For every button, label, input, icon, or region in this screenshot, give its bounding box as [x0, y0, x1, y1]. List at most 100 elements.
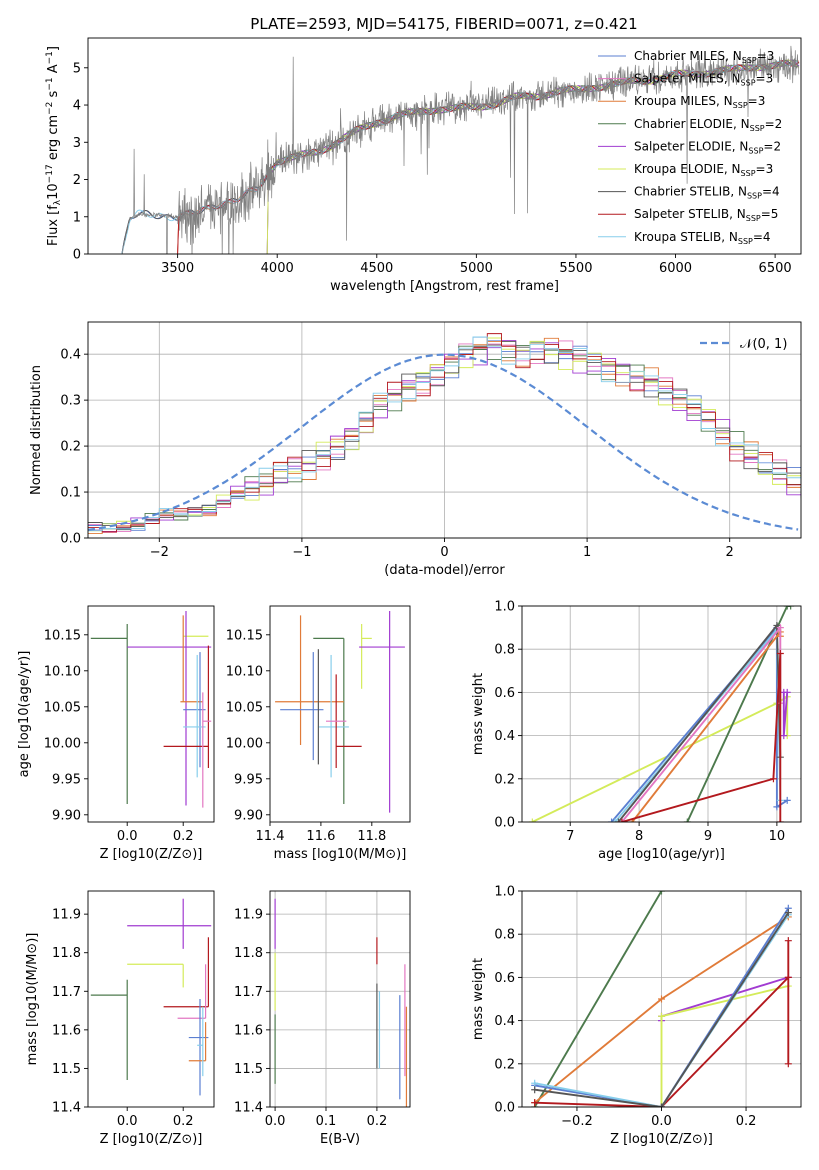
y-tick-label: 0.1 — [60, 486, 81, 501]
age-vs-metallicity-panel: 0.0 0.2 9.90 9.95 10.00 10.05 10.10 10.15 Z [log… — [17, 605, 215, 862]
y-tick-label: 11.5 — [52, 1062, 81, 1077]
y-tick-label: 9.90 — [234, 808, 263, 823]
mass-weight-line — [534, 912, 790, 1107]
legend-label: Salpeter ELODIE, NSSP=2 — [634, 139, 781, 155]
y-tick-label: 0.4 — [494, 1014, 515, 1029]
x-tick-label: 11.4 — [256, 829, 285, 844]
data-point-marker — [528, 818, 536, 822]
histogram-step — [88, 337, 801, 532]
y-tick-label: 5 — [73, 61, 81, 76]
x-tick-label: 0 — [440, 545, 448, 560]
y-tick-label: 1.0 — [494, 600, 515, 615]
mass-weight-line — [621, 653, 782, 822]
y-axis-label-part: −1 — [45, 51, 55, 64]
legend-label-sub: SSP — [741, 169, 756, 178]
x-tick-label: 5500 — [559, 261, 592, 276]
data-point-marker — [783, 688, 791, 696]
y-axis-label: Flux [fλ10−17 erg cm−2 s−1 A−1] — [45, 46, 63, 246]
y-tick-label: 0.4 — [60, 348, 81, 363]
y-tick-label: 0.0 — [494, 816, 515, 831]
legend-label-sub: SSP — [747, 192, 762, 201]
legend-label-text: Chabrier STELIB, N — [634, 185, 747, 199]
x-tick-label: 10 — [769, 829, 786, 844]
y-tick-label: 0 — [73, 248, 81, 263]
x-tick-label: −0.2 — [561, 1114, 593, 1129]
x-tick-label: 0.2 — [173, 1114, 194, 1129]
observed-spectrum-line — [121, 45, 800, 254]
mass-weight-line — [631, 629, 782, 822]
x-tick-label: 4500 — [360, 261, 393, 276]
mass-weight-line — [686, 606, 791, 822]
x-tick-label: −2 — [150, 545, 169, 560]
legend-label-sub: SSP — [750, 124, 765, 133]
y-axis-label: mass weight — [471, 673, 486, 755]
data-point-marker — [776, 818, 784, 822]
data-point-marker — [776, 650, 784, 658]
x-tick-label: 6500 — [759, 261, 792, 276]
data-point-marker — [784, 937, 792, 945]
x-tick-label: 3500 — [161, 261, 194, 276]
legend-label-text: Chabrier ELODIE, N — [634, 117, 750, 131]
data-point-marker — [658, 891, 665, 895]
axes-frame — [521, 605, 802, 823]
legend-label-tail: =5 — [761, 207, 779, 221]
y-tick-label: 0.0 — [60, 532, 81, 547]
y-tick-label: 0.2 — [494, 772, 515, 787]
plot-area — [90, 898, 212, 1096]
x-tick-label: 11.8 — [357, 829, 386, 844]
plot-area — [528, 606, 795, 822]
x-axis-label: (data-model)/error — [384, 563, 505, 578]
legend-label: Chabrier ELODIE, NSSP=2 — [634, 117, 782, 133]
y-tick-label: 10.10 — [226, 664, 263, 679]
y-tick-label: 1 — [73, 210, 81, 225]
y-tick-label: 0.0 — [494, 1101, 515, 1116]
x-axis-label: E(B-V) — [320, 1132, 360, 1147]
plot-area — [90, 611, 212, 808]
y-tick-label: 3 — [73, 136, 81, 151]
x-tick-label: −1 — [292, 545, 311, 560]
x-axis-label: Z [log10(Z/Z⊙)] — [100, 1132, 203, 1147]
data-point-marker — [784, 1060, 792, 1068]
legend-label-text: Salpeter ELODIE, N — [634, 139, 748, 153]
x-axis-label: Z [log10(Z/Z⊙)] — [610, 1132, 713, 1147]
axes-frame — [269, 605, 411, 823]
legend-label: Salpeter MILES, NSSP=3 — [634, 72, 773, 88]
data-point-marker — [531, 1099, 539, 1107]
y-axis-label-part: s — [46, 90, 61, 101]
y-tick-label: 0.2 — [494, 1057, 515, 1072]
y-axis-label-part: 10 — [46, 183, 61, 200]
mass-weight-line — [534, 907, 790, 1107]
y-axis-label-part: Flux [f — [46, 205, 61, 246]
legend-label: 𝒩(0, 1) — [740, 337, 787, 352]
y-axis-label: age [log10(age/yr)] — [17, 651, 32, 778]
model-spectrum-line — [121, 59, 799, 254]
histogram-step — [88, 341, 801, 531]
data-point-marker — [683, 818, 691, 822]
y-tick-label: 10.05 — [44, 700, 81, 715]
y-tick-label: 11.8 — [234, 946, 263, 961]
y-tick-label: 9.95 — [52, 772, 81, 787]
plot-area — [88, 333, 801, 534]
x-tick-label: 5000 — [460, 261, 493, 276]
data-point-marker — [783, 796, 791, 804]
legend-label-sub: SSP — [738, 237, 753, 246]
y-tick-label: 1.0 — [494, 885, 515, 900]
y-tick-label: 11.6 — [52, 1023, 81, 1038]
cumulative-metallicity-panel: −0.2 0.0 0.2 0.0 0.2 0.4 0.6 0.8 1.0 Z [log10(Z/Z… — [471, 885, 802, 1147]
x-tick-label: 4000 — [261, 261, 294, 276]
data-point-marker — [531, 1086, 539, 1094]
mass-vs-metallicity-panel: 0.0 0.2 11.4 11.5 11.6 11.7 11.8 11.9 Z [log10(Z… — [25, 890, 215, 1147]
legend-label: Kroupa MILES, NSSP=3 — [634, 94, 765, 110]
data-point-marker — [780, 732, 788, 740]
legend-label-sub: SSP — [742, 56, 757, 65]
legend-label: Kroupa STELIB, NSSP=4 — [634, 230, 771, 246]
y-tick-label: 9.95 — [234, 772, 263, 787]
y-tick-label: 10.05 — [226, 700, 263, 715]
y-axis-label-part: −17 — [45, 164, 55, 183]
y-tick-label: 4 — [73, 99, 81, 114]
x-tick-label: 0.0 — [651, 1114, 672, 1129]
legend-label-text: Kroupa STELIB, N — [634, 230, 738, 244]
y-tick-label: 10.00 — [44, 736, 81, 751]
legend-label-text: Chabrier MILES, N — [634, 49, 742, 63]
y-tick-label: 0.3 — [60, 394, 81, 409]
